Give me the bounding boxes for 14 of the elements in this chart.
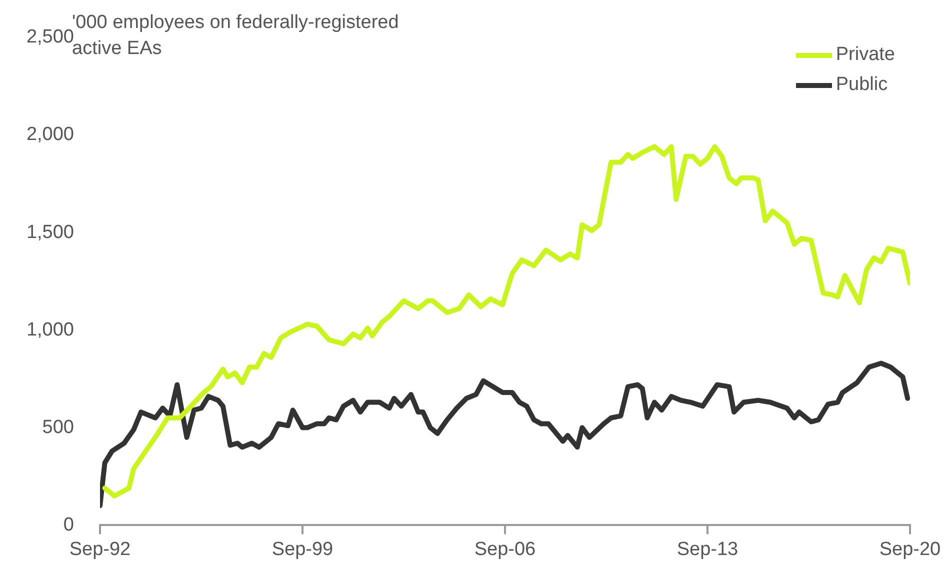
y-tick-label: 2,500 [26,26,74,48]
y-axis-title: '000 employees on federally-registered active EAs [72,11,400,61]
x-tick-label: Sep-20 [879,538,941,560]
legend-label: Private [836,44,895,66]
y-tick-label: 1,000 [26,319,74,340]
y-tick-label: 2,000 [26,124,74,146]
x-tick-label: Sep-06 [474,538,536,560]
x-tick-label: Sep-92 [69,538,131,560]
y-tick-label: 0 [63,514,74,536]
legend-label: Public [836,74,888,96]
x-tick-label: Sep-99 [272,538,334,560]
y-tick-label: 1,500 [26,222,74,243]
x-tick-label: Sep-13 [676,538,738,560]
y-tick-label: 500 [42,416,74,438]
